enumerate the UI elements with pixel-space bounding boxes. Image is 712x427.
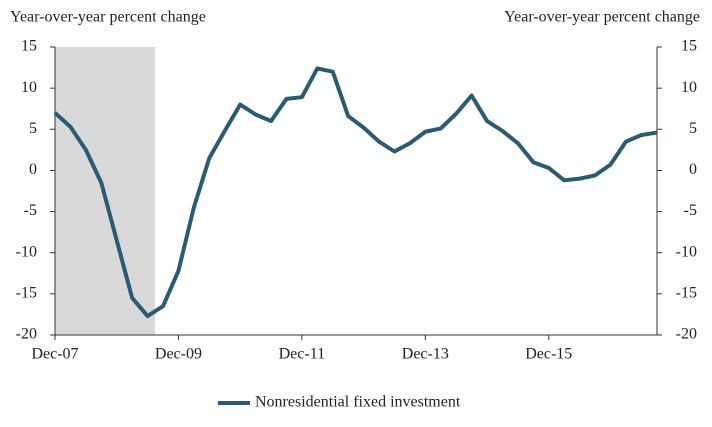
y-tick-label: 10 [21,79,37,96]
y-tick-label: 5 [29,120,37,137]
y-tick-label: 15 [21,38,37,55]
y2-tick-label: -15 [676,285,697,302]
y-tick-label: -20 [16,326,37,343]
y2-tick-label: 5 [689,120,697,137]
y2-tick-label: 0 [689,161,697,178]
y2-axis-label: Year-over-year percent change [504,9,700,26]
data-line [53,66,658,319]
y-tick-label: 0 [29,161,37,178]
y-tick-label: -5 [24,202,37,219]
y-axis-label: Year-over-year percent change [10,9,206,26]
y2-tick-label: -10 [676,243,697,260]
y2-tick-label: -5 [684,202,697,219]
legend-label: Nonresidential fixed investment [255,394,461,411]
y2-tick-label: 15 [681,38,697,55]
y2-tick-label: -20 [676,326,697,343]
x-tick-label: Dec-13 [402,346,449,363]
x-tick-label: Dec-09 [155,346,202,363]
y-tick-label: -15 [16,285,37,302]
y-tick-label: -10 [16,243,37,260]
x-tick-label: Dec-11 [279,346,326,363]
x-tick-label: Dec-15 [525,346,572,363]
x-tick-label: Dec-07 [31,346,78,363]
y2-tick-label: 10 [681,79,697,96]
